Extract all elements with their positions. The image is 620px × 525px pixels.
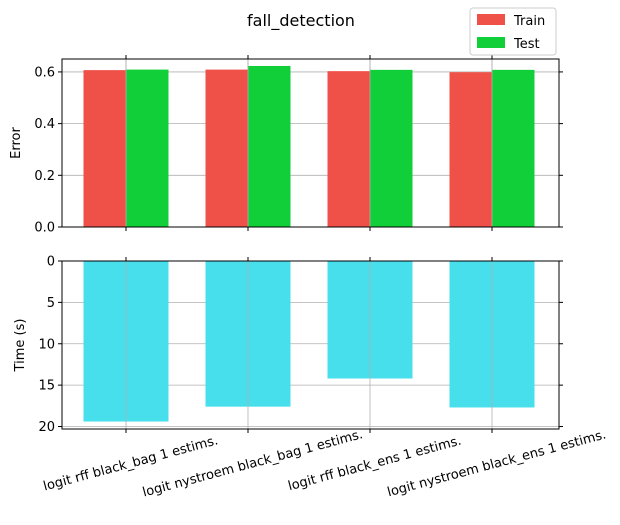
time-y-tick-label: 15 — [38, 379, 55, 394]
bar-test-1 — [126, 69, 169, 227]
error-plot-frame — [61, 58, 560, 228]
error-panel: 0.0 0.2 0.4 0.6 Error — [9, 55, 563, 236]
legend-swatch-test — [477, 37, 505, 48]
error-y-tick-label: 0.6 — [34, 65, 55, 80]
legend-swatch-train — [477, 14, 505, 25]
time-y-tick-label: 20 — [38, 420, 55, 435]
x-tick-label-4: logit nystroem black_ens 1 estims. — [386, 427, 608, 500]
x-tick-label-2: logit nystroem black_bag 1 estims. — [141, 427, 364, 500]
time-y-ticks: 0 5 10 15 20 — [38, 255, 563, 435]
bar-test-2 — [248, 65, 291, 228]
legend-label-test: Test — [513, 37, 540, 52]
time-bars — [83, 261, 535, 429]
bar-train-1 — [83, 70, 126, 227]
chart-title: fall_detection — [247, 11, 355, 31]
bar-test-3 — [370, 69, 413, 228]
error-y-ticks: 0.0 0.2 0.4 0.6 — [34, 65, 563, 236]
error-x-ticks — [125, 55, 493, 231]
bar-train-3 — [327, 71, 370, 227]
error-y-axis-label: Error — [9, 127, 24, 159]
bar-train-2 — [205, 69, 248, 227]
time-y-tick-label: 0 — [47, 255, 55, 270]
error-bars — [83, 59, 535, 228]
error-y-tick-label: 0.4 — [34, 117, 55, 132]
time-y-tick-label: 10 — [38, 337, 55, 352]
time-plot-frame — [61, 260, 560, 430]
legend: Train Test — [469, 7, 557, 56]
time-y-axis-label: Time (s) — [13, 319, 28, 373]
legend-label-train: Train — [513, 14, 545, 29]
time-y-tick-label: 5 — [47, 296, 55, 311]
bar-test-4 — [492, 69, 535, 228]
bar-train-4 — [449, 72, 492, 227]
error-y-tick-label: 0.2 — [34, 169, 55, 184]
error-y-tick-label: 0.0 — [34, 221, 55, 236]
